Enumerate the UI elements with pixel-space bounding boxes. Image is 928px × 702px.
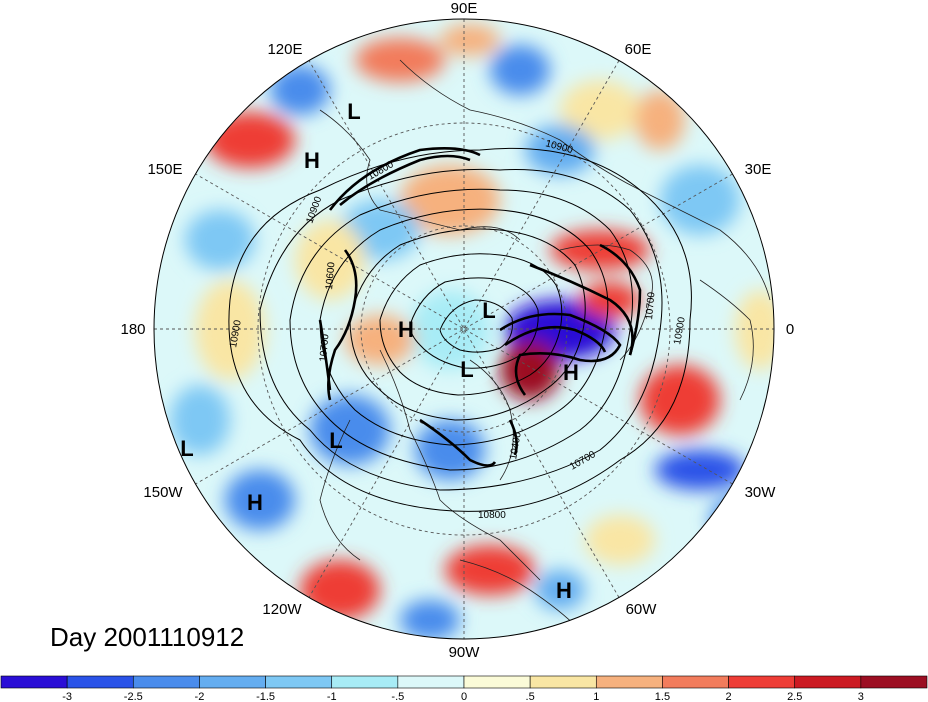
contour-label: 10900 [228,319,244,349]
low-center-marker: L [347,99,360,124]
colorbar-tick-label: 2.5 [787,691,802,702]
colorbar-swatch [199,675,266,689]
colorbar-swatch [331,675,399,689]
contour-label: 10600 [324,261,337,290]
colorbar-tick-label: 3 [858,691,864,702]
map-boundary [153,18,775,640]
colorbar-tick-label: 2 [726,691,732,702]
high-center-marker: H [563,360,579,385]
lon-label-150e: 150E [147,161,182,178]
lon-label-60w: 60W [626,601,658,618]
lon-label-150w: 150W [143,484,183,501]
colorbar-swatch [66,675,134,689]
plot-title: Day 2001110912 [50,622,244,652]
colorbar: -3 -2.5 -2 -1.5 -1 -.5 0 .5 1 1.5 2 2.5 3 [0,675,928,702]
lon-label-90e: 90E [451,0,478,17]
colorbar-swatch [728,675,796,689]
anomaly-shading [154,19,774,639]
high-center-marker: H [398,317,414,342]
low-center-marker: L [329,428,342,453]
colorbar-tick-label: -2 [195,691,205,702]
colorbar-swatch [397,675,465,689]
colorbar-tick-label: -2.5 [124,691,143,702]
colorbar-tick-label: -1 [327,691,337,702]
high-center-marker: H [304,148,320,173]
colorbar-tick-label: -1.5 [256,691,275,702]
colorbar-swatch [463,675,531,689]
height-contours [228,147,692,512]
contour-label: 10800 [478,510,506,521]
pressure-centers: L H L H L H L L H H [180,99,579,603]
lon-label-30w: 30W [745,484,777,501]
colorbar-tick-label: 1 [593,691,599,702]
longitude-labels: 90E 60E 30E 0 30W 60W 90W 120W 150W 180 … [120,0,794,661]
low-center-marker: L [482,298,495,323]
colorbar-swatch [265,675,333,689]
colorbar-swatch [132,675,200,689]
jet-stream-contours [318,147,642,467]
lon-label-60e: 60E [625,41,652,58]
lon-label-90w: 90W [449,644,481,661]
lon-label-180: 180 [120,321,145,338]
colorbar-tick-label: -.5 [391,691,404,702]
colorbar-swatch [794,675,862,689]
contour-label: 10400 [508,431,524,461]
contour-label: 10900 [672,316,688,346]
lon-label-120e: 120E [267,41,302,58]
contour-label: 10700 [318,333,331,362]
colorbar-tick-label: 0 [461,691,467,702]
colorbar-tick-label: .5 [526,691,535,702]
low-center-marker: L [460,357,473,382]
lon-label-0: 0 [786,321,794,338]
high-center-marker: H [556,578,572,603]
low-center-marker: L [180,436,193,461]
coastlines [319,59,771,631]
colorbar-swatch [860,675,928,689]
colorbar-swatch [595,675,663,689]
colorbar-tick-label: 1.5 [655,691,670,702]
lon-label-120w: 120W [262,601,302,618]
colorbar-swatch [662,675,729,689]
colorbar-swatch [0,675,68,689]
high-center-marker: H [247,490,263,515]
contour-label: 10700 [644,291,657,320]
colorbar-swatch [529,675,597,689]
lon-label-30e: 30E [745,161,772,178]
colorbar-tick-label: -3 [62,691,72,702]
